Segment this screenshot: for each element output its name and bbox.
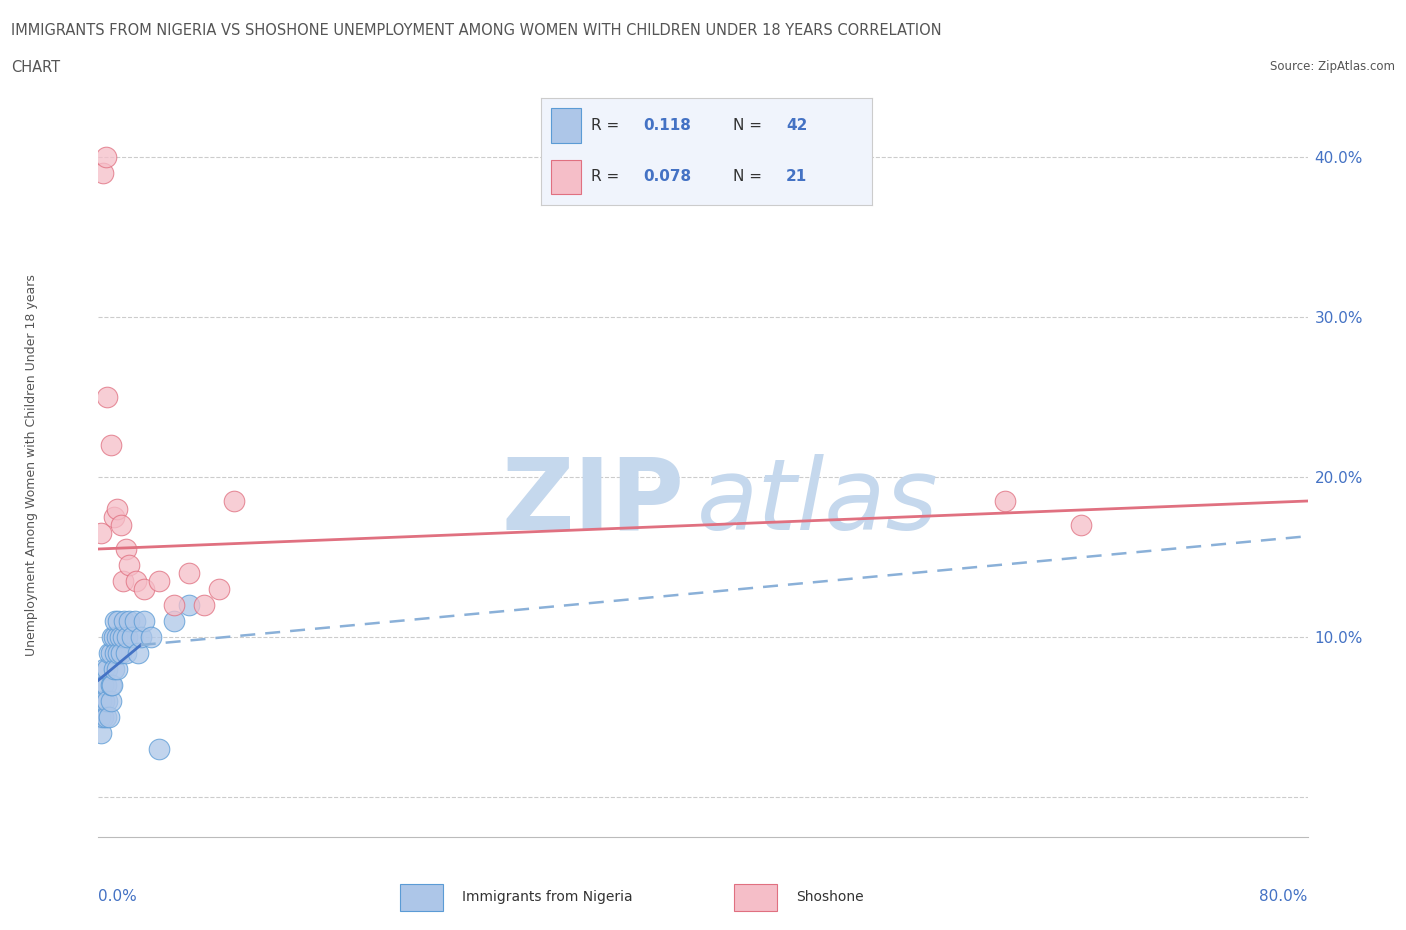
Point <box>107 614 129 629</box>
Point <box>101 630 124 644</box>
Point <box>132 614 155 629</box>
Point <box>90 525 112 540</box>
Point <box>127 645 149 660</box>
Point <box>103 510 125 525</box>
Point <box>125 574 148 589</box>
Point <box>124 614 146 629</box>
Point <box>114 645 136 660</box>
Point <box>90 694 112 709</box>
Text: 0.078: 0.078 <box>644 169 692 184</box>
Point <box>91 166 114 180</box>
Point <box>111 574 134 589</box>
Point <box>148 574 170 589</box>
Text: 0.118: 0.118 <box>644 118 692 133</box>
Point <box>115 630 138 644</box>
Point <box>96 694 118 709</box>
Point <box>93 661 115 676</box>
Text: 80.0%: 80.0% <box>1260 889 1308 904</box>
Point <box>104 645 127 660</box>
Point <box>107 645 129 660</box>
Text: N =: N = <box>733 118 766 133</box>
Point <box>96 661 118 676</box>
Point <box>94 150 117 165</box>
Point <box>98 710 121 724</box>
Point <box>1070 518 1092 533</box>
Text: R =: R = <box>591 169 624 184</box>
Point <box>108 630 131 644</box>
Point <box>224 494 246 509</box>
Point <box>100 437 122 452</box>
Point <box>94 710 117 724</box>
Point <box>103 661 125 676</box>
Point <box>208 581 231 596</box>
FancyBboxPatch shape <box>551 109 581 142</box>
Text: CHART: CHART <box>11 60 60 75</box>
Text: Unemployment Among Women with Children Under 18 years: Unemployment Among Women with Children U… <box>25 274 38 656</box>
Point <box>193 598 215 613</box>
Point <box>100 678 122 693</box>
Text: ZIP: ZIP <box>502 454 685 551</box>
Point <box>112 614 135 629</box>
Point <box>100 694 122 709</box>
Point <box>105 501 128 516</box>
Point <box>177 598 201 613</box>
Point <box>129 630 152 644</box>
Text: Source: ZipAtlas.com: Source: ZipAtlas.com <box>1270 60 1395 73</box>
Point <box>132 581 155 596</box>
Text: Immigrants from Nigeria: Immigrants from Nigeria <box>461 890 633 905</box>
Point <box>177 565 201 580</box>
Point <box>111 630 134 644</box>
Point <box>91 678 114 693</box>
Point <box>103 630 125 644</box>
Point <box>148 741 170 756</box>
FancyBboxPatch shape <box>551 160 581 194</box>
Point <box>114 541 136 556</box>
Point <box>118 614 141 629</box>
Point <box>101 678 124 693</box>
Point <box>98 645 121 660</box>
Text: IMMIGRANTS FROM NIGERIA VS SHOSHONE UNEMPLOYMENT AMONG WOMEN WITH CHILDREN UNDER: IMMIGRANTS FROM NIGERIA VS SHOSHONE UNEM… <box>11 23 942 38</box>
Point <box>96 390 118 405</box>
Point <box>91 710 114 724</box>
Point <box>994 494 1017 509</box>
Point <box>89 710 111 724</box>
FancyBboxPatch shape <box>734 884 778 911</box>
Text: 21: 21 <box>786 169 807 184</box>
Point <box>141 630 163 644</box>
Point <box>110 518 132 533</box>
Point <box>90 725 112 740</box>
FancyBboxPatch shape <box>399 884 443 911</box>
Point <box>105 661 128 676</box>
Point <box>121 630 143 644</box>
Text: Shoshone: Shoshone <box>796 890 863 905</box>
Point <box>104 614 127 629</box>
Text: 0.0%: 0.0% <box>98 889 138 904</box>
Text: atlas: atlas <box>697 454 939 551</box>
Point <box>163 598 186 613</box>
Point <box>110 645 132 660</box>
Text: N =: N = <box>733 169 766 184</box>
Point <box>94 678 117 693</box>
Point <box>93 694 115 709</box>
Point <box>118 558 141 573</box>
Point <box>105 630 128 644</box>
Point <box>163 614 186 629</box>
Point <box>100 645 122 660</box>
Text: 42: 42 <box>786 118 807 133</box>
Text: R =: R = <box>591 118 624 133</box>
